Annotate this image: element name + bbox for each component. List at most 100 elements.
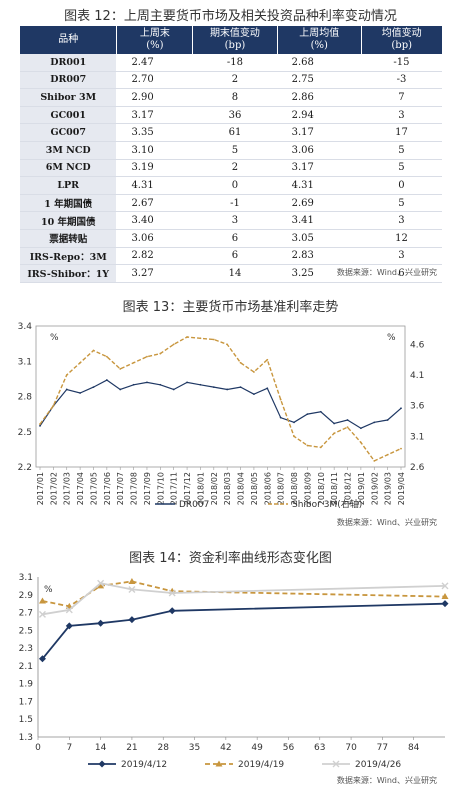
table-cell-value: 12 bbox=[361, 229, 443, 248]
series-point-0 bbox=[65, 388, 68, 391]
legend-marker-1 bbox=[215, 760, 223, 767]
series-point-0 bbox=[239, 386, 242, 388]
table-cell-value: 3.19 bbox=[116, 159, 194, 178]
series-point-1 bbox=[52, 404, 55, 407]
legend-label-1: 2019/4/19 bbox=[238, 760, 284, 770]
x-tick-label: 2018/05 bbox=[250, 472, 259, 505]
x-tick-label: 28 bbox=[158, 743, 170, 753]
series-point-0 bbox=[293, 421, 295, 424]
series-line-0 bbox=[39, 379, 402, 429]
series-point-1 bbox=[359, 441, 362, 444]
series-point-0 bbox=[168, 607, 176, 615]
x-tick-label: 35 bbox=[189, 743, 200, 753]
series-point-1 bbox=[132, 361, 135, 364]
x-tick-label: 2019/02 bbox=[370, 472, 379, 505]
table-header-3: 上周均值 (%) bbox=[277, 26, 362, 54]
series-point-0 bbox=[128, 616, 136, 624]
x-tick-label: 2018/07 bbox=[277, 472, 286, 505]
x-tick-label: 70 bbox=[345, 743, 357, 753]
series-point-1 bbox=[38, 597, 46, 604]
series-point-0 bbox=[441, 600, 449, 608]
series-point-1 bbox=[105, 355, 108, 358]
table-cell-value: 6 bbox=[192, 229, 278, 248]
y2-tick-label: 3.6 bbox=[410, 402, 425, 412]
series-point-1 bbox=[146, 355, 148, 358]
table-cell-value: 6 bbox=[361, 264, 443, 283]
series-line-0 bbox=[41, 602, 446, 660]
series-point-0 bbox=[319, 410, 322, 413]
table-cell-value: 2.82 bbox=[116, 247, 194, 266]
legend-label-0: 2019/4/12 bbox=[121, 760, 167, 770]
legend-marker-2 bbox=[332, 760, 340, 768]
table-cell-name: DR007 bbox=[20, 71, 118, 90]
series-point-1 bbox=[92, 349, 95, 352]
funding-curve-chart: 1.3 1.5 1.7 1.9 2.1 2.3 2.5 2.7 2.9 3.1% 0 7 14 21 28 3… bbox=[19, 573, 449, 770]
x-tick-label: 2018/11 bbox=[330, 472, 339, 505]
series-point-1 bbox=[400, 447, 402, 450]
y-tick-label: 2.5 bbox=[18, 428, 32, 438]
table-cell-value: 2 bbox=[192, 159, 278, 178]
x-tick-label: 2018/12 bbox=[344, 472, 353, 505]
series-point-0 bbox=[38, 655, 46, 663]
table-row: DR001 2.47 -18 2.68 -15 bbox=[20, 54, 443, 72]
table-row: 6M NCD 3.19 2 3.17 5 bbox=[20, 159, 443, 178]
x-tick-label: 2017/09 bbox=[143, 472, 152, 505]
legend-label-2: 2019/4/26 bbox=[355, 760, 401, 770]
series-point-1 bbox=[186, 336, 188, 338]
table-cell-name: DR001 bbox=[20, 54, 118, 72]
series-point-1 bbox=[441, 593, 449, 600]
table-cell-value: 5 bbox=[361, 141, 443, 160]
table-cell-value: 3 bbox=[361, 247, 443, 266]
series-point-0 bbox=[92, 386, 95, 388]
x-tick-label: 2018/06 bbox=[263, 472, 272, 505]
series-point-1 bbox=[199, 337, 202, 340]
x-tick-label: 42 bbox=[220, 743, 231, 753]
table-cell-name: IRS-Shibor：1Y bbox=[20, 264, 118, 283]
table-cell-name: LPR bbox=[20, 176, 118, 195]
table-cell-value: 8 bbox=[192, 88, 278, 107]
table-cell-value: 3.25 bbox=[277, 264, 362, 283]
x-tick-label: 2019/03 bbox=[384, 472, 393, 505]
chart13-title: 图表 13：主要货币市场基准利率走势 bbox=[122, 300, 339, 315]
x-tick-label: 84 bbox=[408, 743, 420, 753]
table-cell-value: 14 bbox=[192, 264, 278, 283]
series-point-0 bbox=[253, 393, 255, 396]
table-row: GC007 3.35 61 3.17 17 bbox=[20, 123, 443, 142]
x-tick-label: 2018/02 bbox=[210, 472, 219, 505]
series-point-0 bbox=[172, 388, 175, 391]
table-cell-value: 3.27 bbox=[116, 264, 194, 283]
plot-frame bbox=[35, 325, 406, 468]
x-tick-label: 2019/04 bbox=[397, 472, 406, 505]
table-cell-value: 0 bbox=[361, 176, 443, 195]
x-tick-label: 2017/03 bbox=[63, 472, 72, 505]
y-tick-label: 1.3 bbox=[19, 733, 33, 743]
series-point-1 bbox=[373, 459, 376, 462]
x-tick-label: 2018/03 bbox=[223, 472, 232, 505]
series-line-1 bbox=[42, 580, 446, 608]
table-cell-name: 10 年期国债 bbox=[20, 211, 118, 230]
table-row: GC001 3.17 36 2.94 3 bbox=[20, 106, 443, 125]
table-cell-value: 2 bbox=[192, 71, 278, 90]
x-tick-label: 2018/09 bbox=[303, 472, 312, 505]
series-point-1 bbox=[65, 374, 68, 376]
table-row: 3M NCD 3.10 5 3.06 5 bbox=[20, 141, 443, 160]
table-figure-title: 图表 12：上周主要货币市场及相关投资品种利率变动情况 bbox=[64, 9, 397, 24]
table-cell-value: 3 bbox=[192, 211, 278, 230]
series-point-0 bbox=[266, 387, 269, 390]
series-point-0 bbox=[199, 383, 202, 386]
x-tick-label: 2017/06 bbox=[103, 472, 112, 505]
y-tick-label: 1.5 bbox=[19, 715, 33, 725]
series-point-1 bbox=[253, 371, 255, 373]
series-point-0 bbox=[132, 383, 135, 386]
table-header-0: 品种 bbox=[20, 26, 118, 54]
series-point-0 bbox=[400, 407, 402, 410]
table-cell-name: 6M NCD bbox=[20, 159, 118, 178]
table-cell-value: 17 bbox=[361, 123, 443, 142]
y-tick-label: 2.8 bbox=[18, 393, 33, 403]
table-row: Shibor 3M 2.90 8 2.86 7 bbox=[20, 88, 443, 107]
table-cell-name: 票据转贴 bbox=[20, 229, 118, 248]
y2-axis-unit: % bbox=[387, 333, 396, 343]
table-cell-value: 3.06 bbox=[116, 229, 194, 248]
x-tick-label: 49 bbox=[251, 743, 263, 753]
x-tick-label: 2017/11 bbox=[170, 472, 179, 505]
